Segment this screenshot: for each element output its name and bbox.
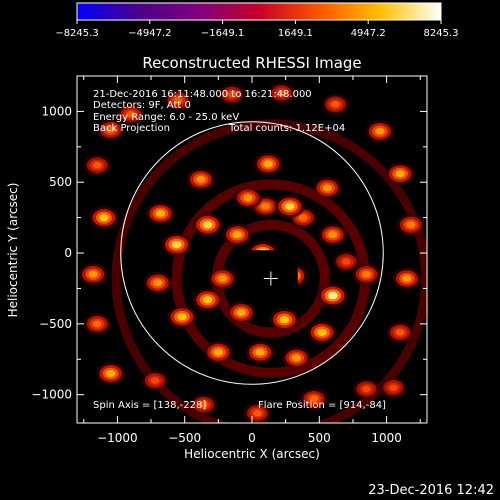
intensity-blob: [243, 402, 271, 423]
flare-center-cross: [263, 271, 278, 286]
intensity-blob: [353, 378, 380, 400]
colorbar-tick-label: −1649.1: [201, 28, 244, 39]
intensity-blob: [141, 370, 169, 391]
intensity-blob: [380, 377, 407, 398]
intensity-blob: [96, 119, 125, 141]
intensity-blob: [145, 202, 176, 225]
intensity-blob: [190, 394, 218, 415]
solar-limb-circle: [120, 121, 384, 385]
intensity-blob: [167, 305, 197, 329]
intensity-blob: [253, 152, 283, 176]
ring-band: [111, 119, 427, 423]
colorbar-tick-label: −8245.3: [55, 28, 98, 39]
intensity-blob: [251, 195, 280, 218]
intensity-blob: [83, 313, 111, 335]
annotation-detectors: Detectors: 9F, Att 0: [93, 100, 191, 111]
intensity-blob: [365, 120, 395, 143]
x-axis-label: Heliocentric X (arcsec): [184, 447, 320, 461]
intensity-blob: [317, 283, 349, 308]
intensity-blob: [396, 213, 425, 236]
footer-timestamp: 23-Dec-2016 12:42: [368, 483, 494, 498]
chart-title: Reconstructed RHESSI Image: [142, 54, 361, 72]
annotation-time-range: 21-Dec-2016 16:11:48.000 to 16:21:48.000: [93, 89, 312, 100]
colorbar: [76, 2, 442, 21]
intensity-blob: [164, 89, 192, 111]
intensity-blob: [392, 267, 422, 290]
colorbar-ticks: −8245.3 −4947.2 −1649.1 1649.1 4947.2 8245.3: [55, 20, 459, 39]
annotation-method: Back Projection: [93, 123, 170, 134]
intensity-blob: [117, 103, 145, 125]
intensity-blob: [192, 213, 223, 237]
intensity-blob: [386, 321, 414, 343]
y-tick-label: −1000: [31, 388, 72, 402]
axis-tick-labels: −1000 −500 0 500 1000 −1000 −500 0 500 1000: [31, 104, 401, 445]
x-tick-label: 500: [308, 431, 331, 445]
x-tick-label: 1000: [371, 431, 402, 445]
intensity-blob: [226, 301, 256, 324]
annotation-total-counts: Total counts: 1.12E+04: [228, 123, 345, 134]
intensity-blob: [307, 320, 337, 344]
intensity-blob: [218, 84, 246, 105]
intensity-blob: [96, 362, 126, 385]
y-axis-label: Heliocentric Y (arcsec): [6, 183, 20, 318]
intensity-blob: [385, 162, 415, 185]
x-tick-label: −500: [168, 431, 201, 445]
intensity-blob: [300, 388, 328, 410]
colorbar-tick-label: −4947.2: [128, 28, 171, 39]
intensity-blob: [268, 82, 295, 104]
intensity-blob: [332, 251, 360, 272]
intensity-blob: [83, 154, 111, 176]
annotation-flare-position: Flare Position = [914,-84]: [258, 400, 386, 411]
colorbar-tick-label: 4947.2: [351, 28, 386, 39]
intensity-blob: [89, 206, 119, 230]
colorbar-tick-label: 1649.1: [278, 28, 313, 39]
axis-ticks: [77, 75, 427, 423]
x-tick-label: 0: [248, 431, 256, 445]
intensity-blob: [245, 340, 275, 364]
intensity-blob: [269, 308, 300, 332]
intensity-blob: [222, 223, 252, 246]
intensity-blob: [274, 194, 305, 218]
intensity-blob: [313, 176, 342, 199]
intensity-blob: [143, 271, 173, 294]
intensity-blob: [321, 93, 349, 115]
intensity-blob: [282, 346, 311, 369]
intensity-blob: [186, 168, 216, 191]
intensity-map: [78, 82, 427, 423]
intensity-blob: [318, 223, 348, 246]
intensity-blob: [78, 263, 108, 286]
intensity-blob: [352, 263, 381, 286]
intensity-blob: [203, 340, 233, 364]
y-tick-label: −500: [39, 317, 72, 331]
intensity-blob: [233, 186, 263, 209]
intensity-blob: [192, 288, 223, 312]
intensity-blob: [208, 267, 237, 290]
y-tick-label: 0: [64, 246, 72, 260]
intensity-blob: [161, 232, 192, 257]
annotation-spin-axis: Spin Axis = [138,-228]: [93, 400, 206, 411]
y-tick-label: 500: [49, 175, 72, 189]
y-tick-label: 1000: [41, 104, 72, 118]
annotation-energy-range: Energy Range: 6.0 - 25.0 keV: [93, 112, 239, 123]
colorbar-tick-label: 8245.3: [424, 28, 459, 39]
x-tick-label: −1000: [97, 431, 138, 445]
